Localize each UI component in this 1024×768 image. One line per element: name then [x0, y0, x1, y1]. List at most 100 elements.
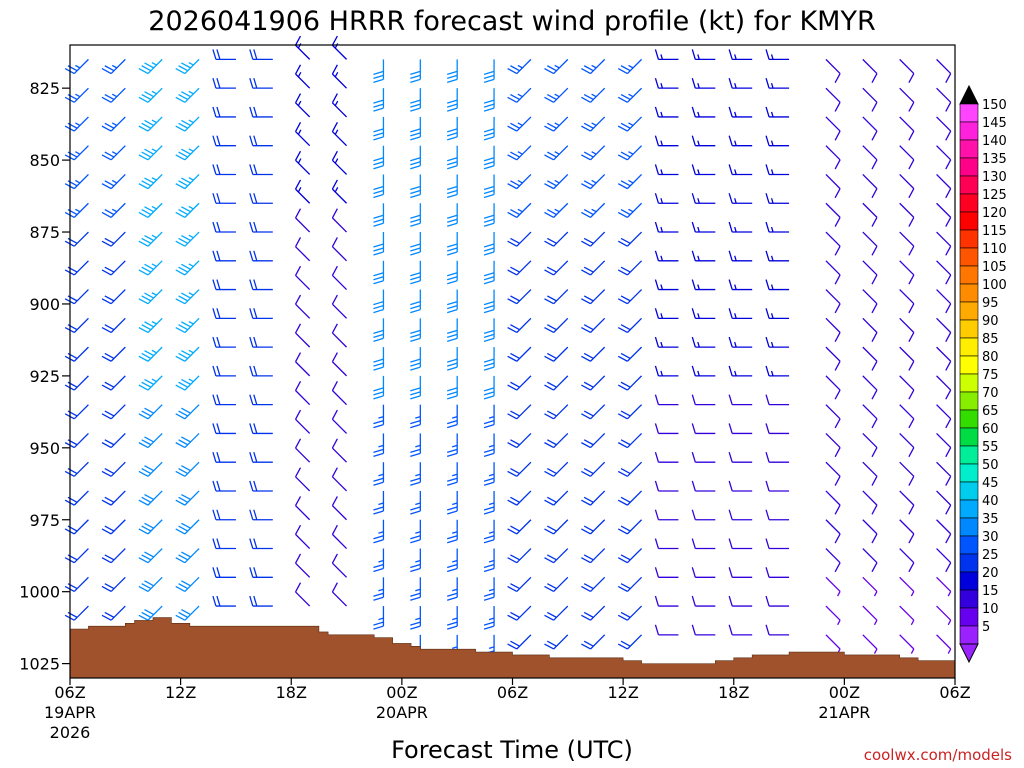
barb-flag	[104, 65, 115, 72]
barb-flag	[104, 266, 115, 273]
barb-flag	[373, 477, 384, 482]
barb-flag	[249, 394, 254, 405]
colorbar-label: 85	[982, 332, 999, 347]
barb-half-flag	[378, 531, 384, 534]
barb-flag	[373, 506, 384, 511]
barb-flag	[67, 324, 78, 331]
barb-shaft	[825, 519, 841, 535]
barb-shaft	[331, 274, 348, 291]
wind-barb	[765, 595, 790, 607]
wind-barb	[581, 202, 606, 218]
barb-flag	[212, 279, 217, 290]
barb-shaft	[825, 432, 841, 449]
barb-shaft	[825, 202, 841, 218]
barb-flag	[871, 217, 878, 227]
barb-flag	[765, 423, 770, 434]
barb-shaft	[936, 260, 952, 276]
wind-barb	[373, 433, 385, 458]
colorbar-swatch	[959, 103, 979, 123]
wind-barb	[825, 605, 841, 626]
barb-flag	[104, 554, 115, 561]
wind-barb	[175, 461, 200, 477]
barb-shaft	[331, 102, 348, 118]
barb-flag	[834, 504, 841, 515]
barb-shaft	[110, 404, 126, 420]
wind-barb	[936, 260, 952, 285]
barb-flag	[410, 481, 421, 486]
wind-barb	[862, 289, 878, 314]
wind-barb	[64, 461, 89, 477]
barb-flag	[253, 221, 258, 233]
barb-flag	[691, 308, 696, 319]
barb-flag	[144, 407, 155, 414]
barb-flag	[212, 135, 217, 146]
y-tick-label: 1025	[19, 655, 60, 674]
wind-barb	[654, 106, 679, 118]
wind-barb	[899, 289, 915, 314]
barb-flag	[373, 272, 384, 277]
barb-flag	[544, 183, 554, 190]
barb-flag	[447, 136, 458, 141]
colorbar-swatch	[959, 607, 979, 627]
barb-flag	[908, 159, 915, 170]
barb-flag	[510, 151, 520, 158]
colorbar-swatch	[959, 463, 979, 483]
credit-link[interactable]: coolwx.com/models	[864, 746, 1012, 764]
colorbar-label: 30	[982, 530, 999, 545]
barb-flag	[546, 496, 557, 503]
barb-flag	[253, 193, 258, 204]
barb-half-flag	[873, 591, 878, 597]
wind-barb	[862, 605, 878, 626]
barb-shaft	[295, 131, 311, 147]
colorbar-label: 120	[982, 206, 1007, 221]
barb-flag	[691, 509, 696, 520]
barb-flag	[483, 157, 495, 162]
barb-flag	[871, 389, 878, 400]
wind-barb	[373, 606, 385, 630]
wind-barb	[899, 375, 915, 400]
barb-flag	[945, 562, 952, 573]
barb-flag	[67, 209, 78, 216]
barb-flag	[331, 496, 338, 506]
wind-barb	[691, 77, 716, 89]
barb-flag	[410, 136, 421, 141]
barb-flag	[483, 189, 495, 195]
barb-flag	[181, 407, 191, 414]
barb-flag	[544, 269, 554, 276]
barb-flag	[101, 240, 112, 247]
barb-half-flag	[517, 64, 523, 69]
wind-barb	[581, 116, 606, 132]
barb-flag	[447, 280, 458, 285]
barb-flag	[617, 557, 628, 564]
x-tick-date: 21APR	[818, 703, 870, 722]
barb-flag	[483, 621, 495, 626]
wind-barb	[765, 279, 790, 291]
barb-shaft	[626, 576, 643, 592]
barb-flag	[410, 161, 421, 166]
wind-barb	[654, 480, 679, 492]
barb-flag	[410, 510, 421, 515]
barb-flag	[212, 423, 217, 434]
barb-flag	[101, 68, 112, 75]
wind-barb	[138, 346, 163, 362]
barb-flag	[483, 358, 495, 363]
wind-barb	[765, 394, 790, 406]
barb-flag	[138, 413, 149, 420]
wind-barb	[175, 404, 200, 420]
barb-flag	[410, 362, 421, 367]
barb-shaft	[295, 562, 311, 578]
wind-barb	[212, 279, 236, 291]
wind-barb	[936, 231, 952, 256]
colorbar-label: 110	[982, 242, 1007, 257]
barb-half-flag	[188, 320, 194, 325]
barb-flag	[765, 77, 770, 89]
wind-barb	[654, 509, 679, 521]
barb-flag	[546, 352, 557, 359]
barb-half-flag	[837, 619, 841, 626]
barb-flag	[617, 154, 628, 161]
wind-barb	[410, 203, 421, 227]
barb-half-flag	[517, 122, 523, 126]
barb-flag	[410, 366, 421, 371]
barb-flag	[728, 221, 733, 233]
barb-shaft	[899, 576, 915, 592]
